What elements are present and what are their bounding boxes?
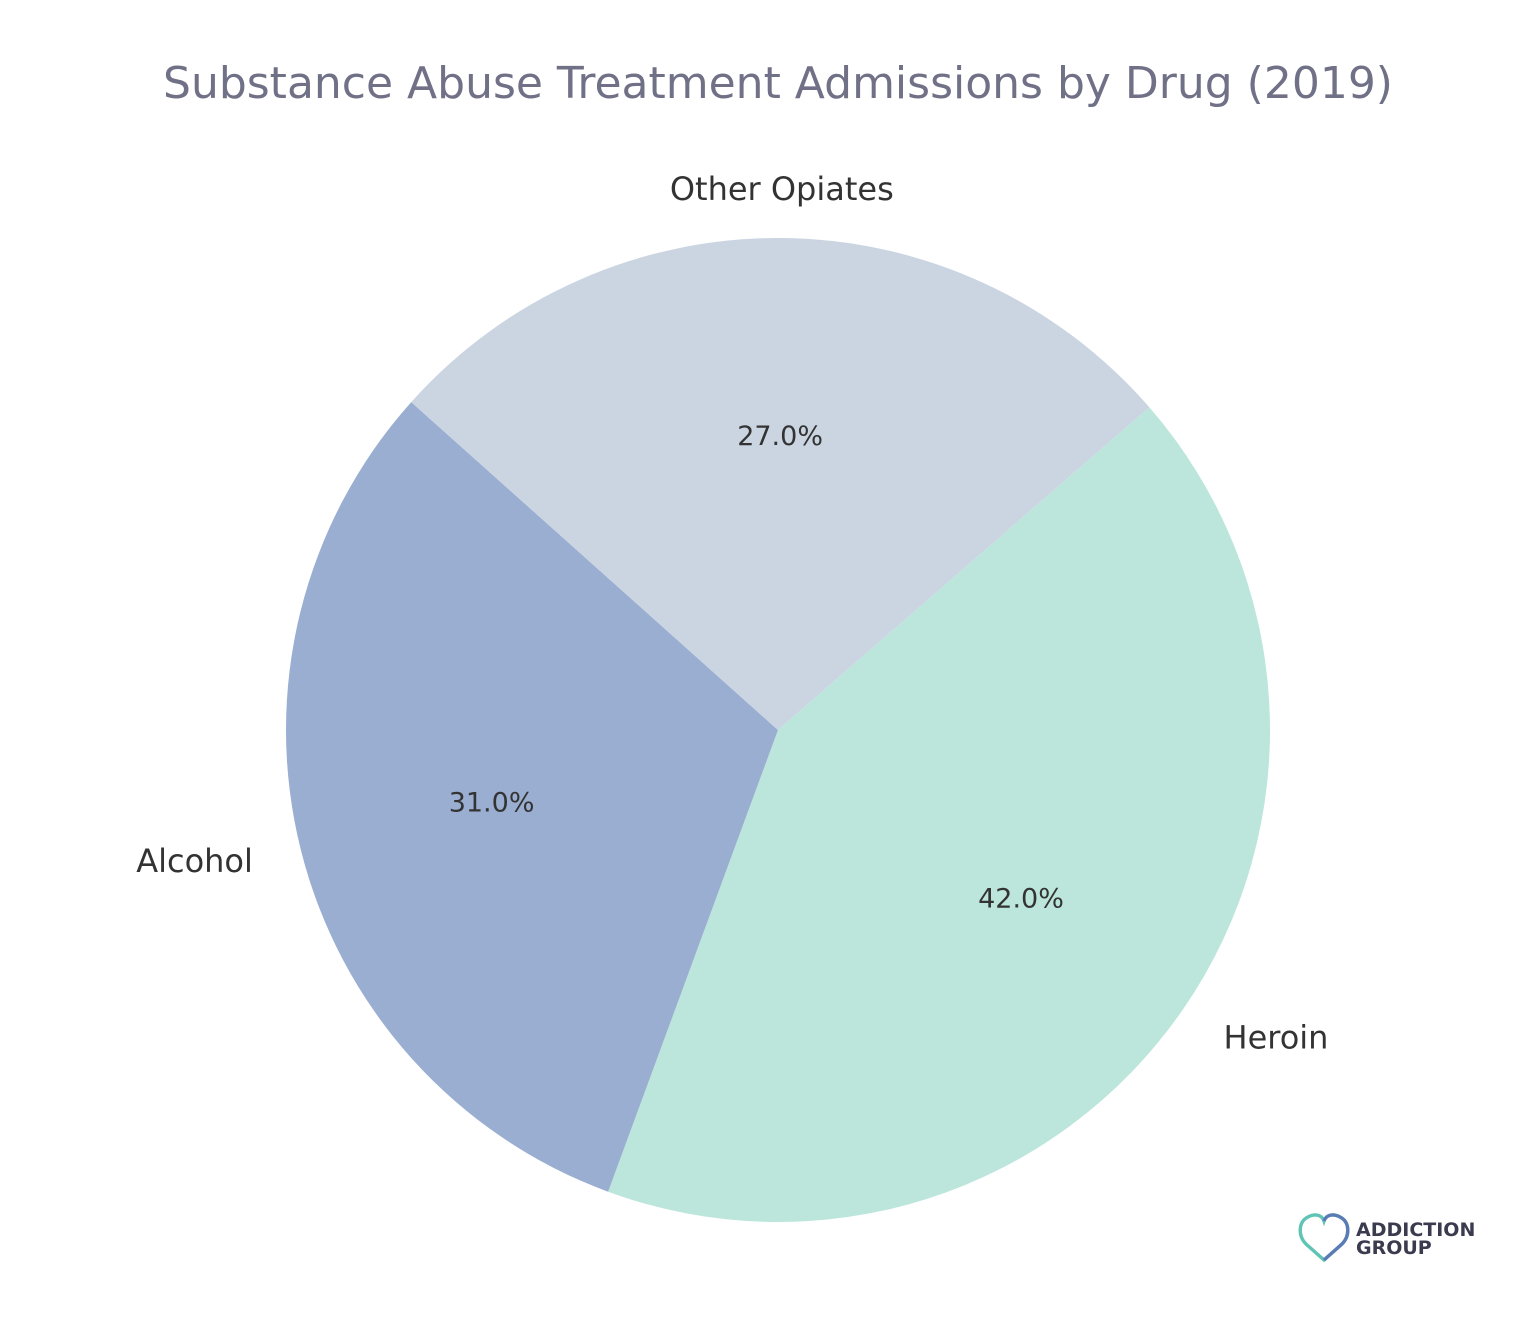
heart-pin-icon xyxy=(1298,1213,1350,1263)
slice-value-heroin: 42.0% xyxy=(978,884,1064,915)
heart-accent-icon xyxy=(1322,1213,1350,1262)
logo-line-1: ADDICTION xyxy=(1356,1219,1475,1241)
slice-alcohol xyxy=(286,402,778,1192)
chart-title: Substance Abuse Treatment Admissions by … xyxy=(163,58,1393,109)
slice-label-alcohol: Alcohol xyxy=(136,842,253,880)
slice-value-other-opiates: 27.0% xyxy=(737,421,823,452)
slice-label-heroin: Heroin xyxy=(1224,1018,1329,1056)
slice-label-other-opiates: Other Opiates xyxy=(670,170,894,208)
pie-slices xyxy=(286,238,1271,1223)
logo-line-2: GROUP xyxy=(1356,1237,1432,1259)
slice-other-opiates xyxy=(411,238,1150,730)
slice-value-alcohol: 31.0% xyxy=(449,787,535,818)
pie-labels: Heroin 42.0% Alcohol 31.0% Other Opiates 27.0… xyxy=(136,170,1328,1057)
slice-heroin xyxy=(608,407,1271,1223)
addiction-group-logo: ADDICTION GROUP xyxy=(1298,1213,1475,1263)
